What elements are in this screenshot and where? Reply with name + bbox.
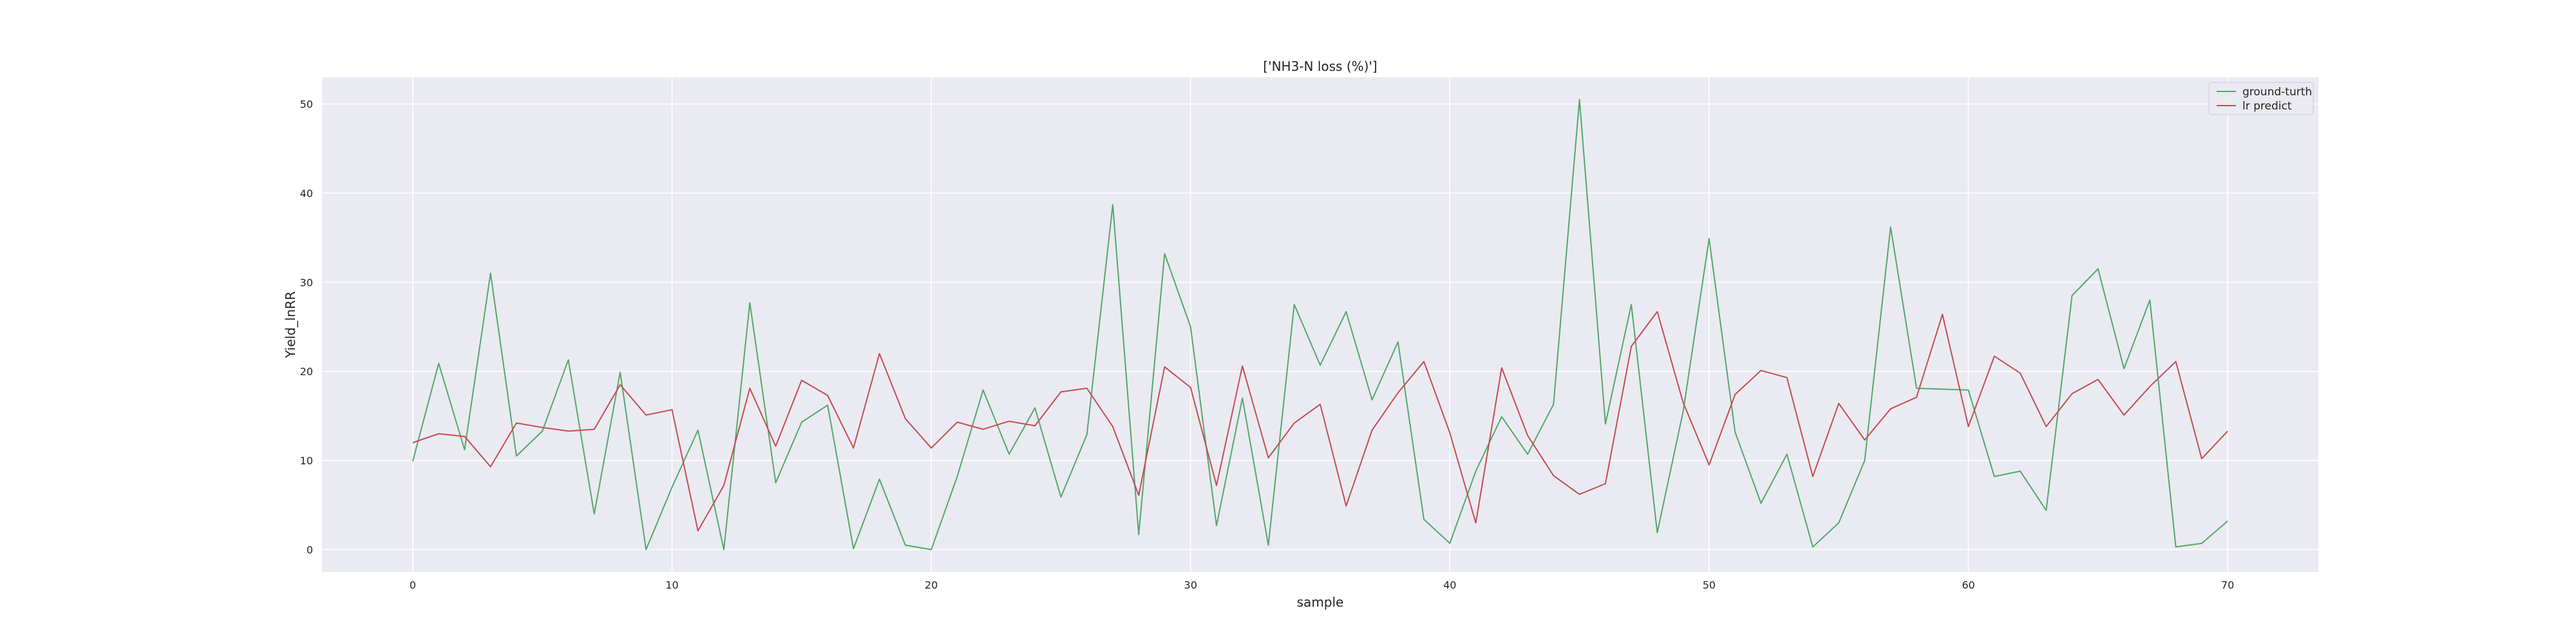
x-tick-label: 30 [1184,579,1197,591]
legend: ground-turth lr predict [2208,82,2314,115]
series-lines [412,99,2228,551]
grid-lines [322,77,2318,572]
y-axis-label: Yield_lnRR [283,291,298,359]
y-tick-label: 10 [300,455,313,467]
series-line-ground-turth [412,99,2228,551]
y-tick-labels: 0 10 20 30 40 50 [300,99,313,556]
x-tick-label: 60 [1962,579,1975,591]
legend-label-lr-predict: lr predict [2242,100,2292,113]
x-tick-label: 20 [925,579,938,591]
legend-label-ground-turth: ground-turth [2242,86,2312,99]
x-tick-label: 10 [665,579,678,591]
y-tick-label: 50 [300,99,313,111]
y-tick-label: 40 [300,187,313,200]
series-line-lr-predict [412,310,2228,532]
x-tick-label: 70 [2221,579,2234,591]
x-tick-label: 40 [1443,579,1456,591]
legend-box [2208,82,2314,115]
y-tick-label: 30 [300,276,313,289]
x-tick-label: 50 [1703,579,1716,591]
x-axis-label: sample [1297,594,1344,610]
x-tick-labels: 0 10 20 30 40 50 60 70 [410,579,2234,591]
y-tick-label: 0 [307,544,313,556]
y-tick-label: 20 [300,366,313,378]
chart-title: ['NH3-N loss (%)'] [1263,59,1377,74]
plot-background [322,77,2318,572]
x-tick-label: 0 [410,579,416,591]
